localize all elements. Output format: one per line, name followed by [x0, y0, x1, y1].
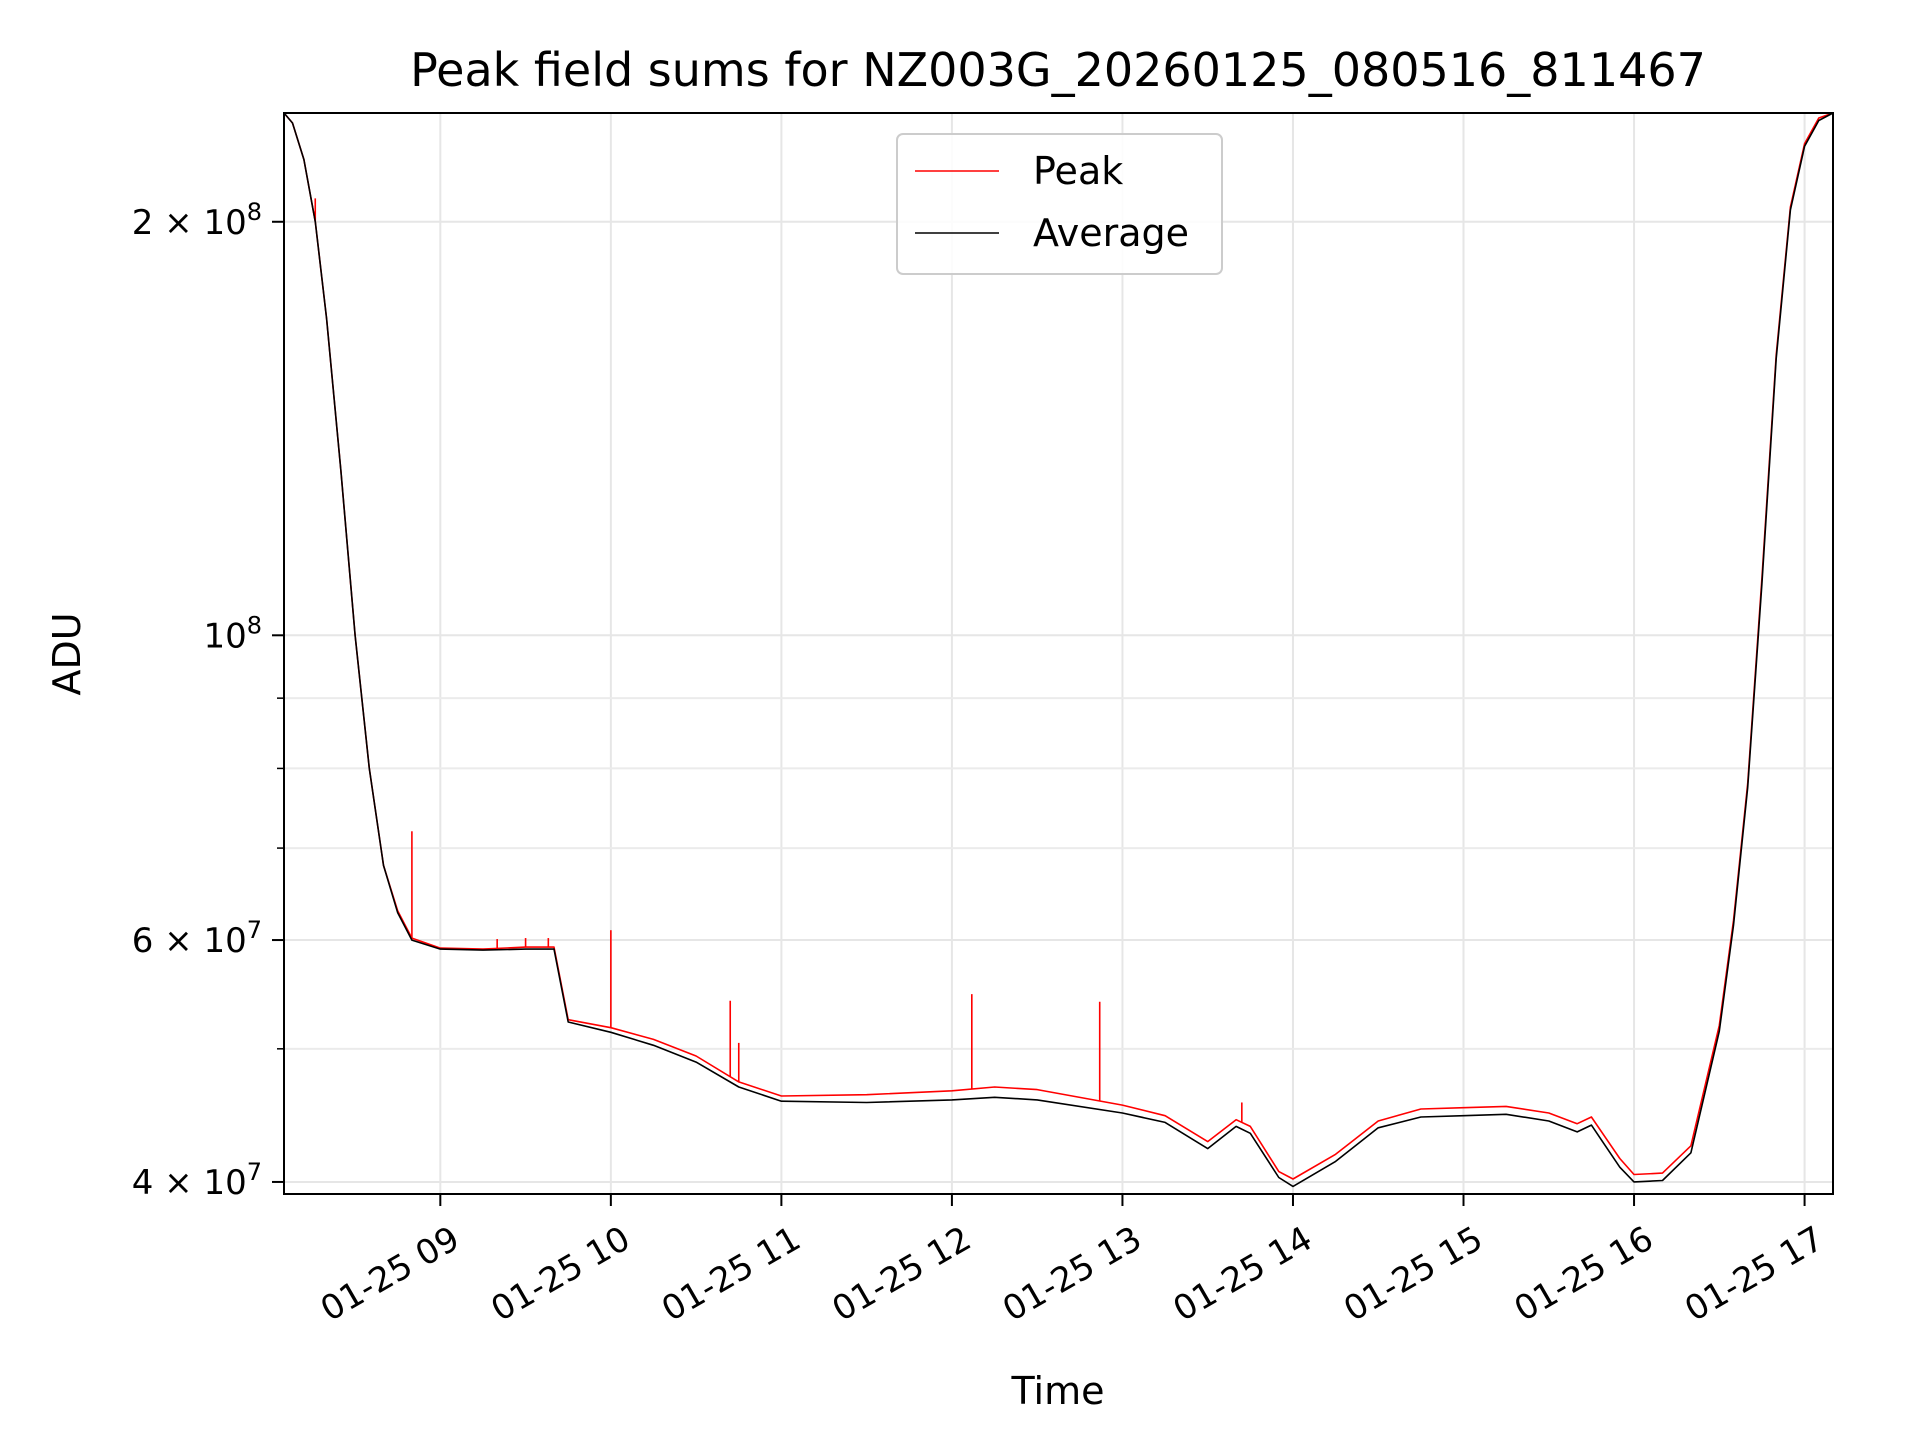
- y-tick-label: 6 × 107: [132, 916, 262, 961]
- legend: Peak Average: [896, 133, 1223, 275]
- legend-label-average: Average: [1033, 211, 1189, 255]
- series-lines: [283, 112, 1834, 1188]
- x-tick-label: 01-25 09: [314, 1219, 466, 1330]
- chart-title: Peak field sums for NZ003G_20260125_0805…: [410, 43, 1706, 97]
- x-tick-label: 01-25 11: [655, 1219, 807, 1330]
- legend-label-peak: Peak: [1033, 149, 1123, 193]
- x-tick-label: 01-25 10: [485, 1219, 637, 1330]
- x-tick-label: 01-25 12: [826, 1219, 978, 1330]
- x-tick-label: 01-25 14: [1167, 1219, 1319, 1330]
- y-tick-label: 108: [203, 611, 262, 656]
- y-ticks: 2 × 108 108 6 × 107 4 × 107: [132, 198, 284, 1203]
- y-tick-label: 4 × 107: [132, 1158, 262, 1203]
- x-axis-label: Time: [1011, 1369, 1105, 1413]
- y-axis-label: ADU: [45, 612, 89, 695]
- plot-frame: [283, 112, 1834, 1195]
- legend-box: [896, 133, 1223, 275]
- grid: [284, 113, 1833, 1194]
- x-tick-label: 01-25 16: [1508, 1219, 1660, 1330]
- y-tick-label: 2 × 108: [132, 198, 262, 243]
- x-tick-label: 01-25 15: [1337, 1219, 1489, 1330]
- x-tick-label: 01-25 13: [996, 1219, 1148, 1330]
- x-tick-label: 01-25 17: [1678, 1219, 1830, 1330]
- x-ticks: 01-25 09 01-25 10 01-25 11 01-25 12 01-25 13…: [314, 1194, 1831, 1330]
- series-line-average: [283, 112, 1834, 1188]
